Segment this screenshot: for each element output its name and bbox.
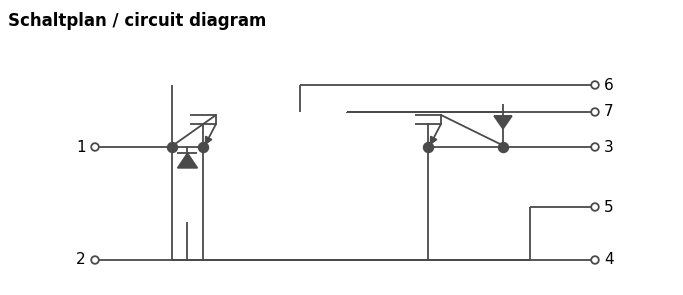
Circle shape bbox=[591, 203, 599, 211]
Polygon shape bbox=[430, 136, 437, 144]
Circle shape bbox=[591, 108, 599, 116]
Circle shape bbox=[92, 143, 99, 151]
Circle shape bbox=[92, 256, 99, 264]
Polygon shape bbox=[494, 116, 512, 129]
Point bbox=[167, 145, 178, 149]
Polygon shape bbox=[178, 153, 197, 168]
Point bbox=[423, 145, 434, 149]
Text: 7: 7 bbox=[604, 104, 614, 119]
Text: 2: 2 bbox=[76, 253, 86, 268]
Text: Schaltplan / circuit diagram: Schaltplan / circuit diagram bbox=[8, 12, 266, 30]
Text: 4: 4 bbox=[604, 253, 614, 268]
Point bbox=[497, 145, 508, 149]
Circle shape bbox=[591, 256, 599, 264]
Text: 6: 6 bbox=[604, 78, 614, 93]
Point bbox=[197, 145, 208, 149]
Circle shape bbox=[591, 81, 599, 89]
Text: 1: 1 bbox=[76, 140, 86, 155]
Text: 5: 5 bbox=[604, 199, 614, 214]
Text: 3: 3 bbox=[604, 140, 614, 155]
Circle shape bbox=[591, 143, 599, 151]
Polygon shape bbox=[206, 136, 212, 144]
